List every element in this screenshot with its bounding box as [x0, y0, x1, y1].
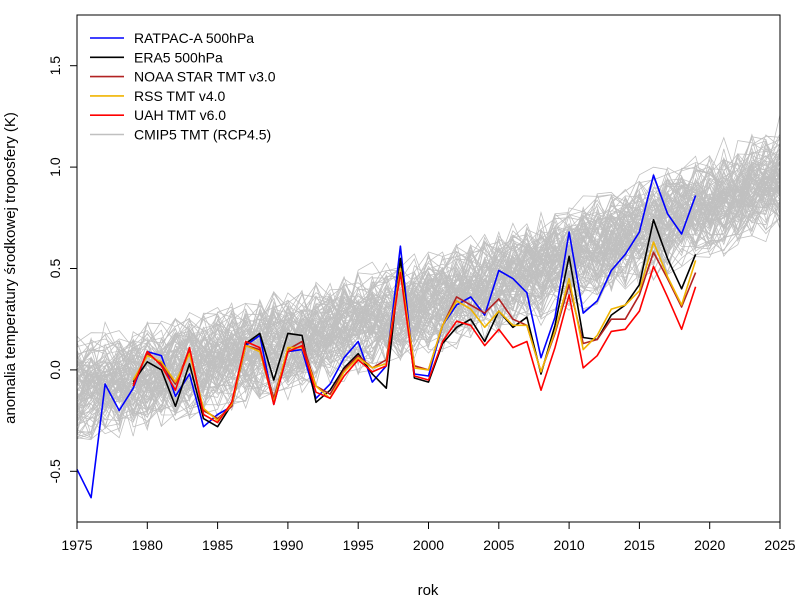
- x-axis: 1975 1980 1985 1990 1995 2000 2005 2010 2015 2020…: [61, 522, 796, 553]
- cmip5-member-line: [76, 154, 781, 398]
- cmip5-member-line: [76, 167, 781, 428]
- cmip5-member-line: [76, 150, 781, 389]
- cmip5-member-line: [76, 164, 781, 387]
- legend-label: NOAA STAR TMT v3.0: [134, 69, 276, 85]
- x-tick-label: 2025: [764, 537, 795, 553]
- legend-label: RSS TMT v4.0: [134, 88, 226, 104]
- y-tick-label: 1.0: [47, 157, 63, 177]
- legend: RATPAC-A 500hPa ERA5 500hPa NOAA STAR TMT …: [90, 30, 276, 143]
- legend-label: RATPAC-A 500hPa: [134, 30, 254, 46]
- x-tick-label: 2000: [413, 537, 444, 553]
- y-tick-label: -0.5: [47, 459, 63, 483]
- cmip5-member-line: [76, 180, 781, 435]
- observation-series: [76, 174, 697, 499]
- cmip5-member-line: [76, 176, 781, 413]
- legend-label: UAH TMT v6.0: [134, 107, 226, 123]
- cmip5-member-line: [76, 159, 781, 405]
- y-tick-label: 0.0: [47, 360, 63, 380]
- cmip5-member-line: [76, 179, 780, 400]
- x-tick-label: 2010: [554, 537, 585, 553]
- cmip5-ensemble: [76, 114, 781, 441]
- y-tick-label: 1.5: [47, 56, 63, 76]
- x-tick-label: 1975: [61, 537, 92, 553]
- cmip5-member-line: [76, 155, 781, 393]
- y-tick-label: 0.5: [47, 259, 63, 279]
- cmip5-member-line: [76, 140, 781, 373]
- x-tick-label: 2015: [624, 537, 655, 553]
- x-tick-label: 1980: [132, 537, 163, 553]
- y-axis-label: anomalia temperatury środkowej troposfer…: [2, 112, 19, 424]
- legend-label: CMIP5 TMT (RCP4.5): [134, 127, 271, 143]
- series-line-uah-tmt-v6-0: [132, 265, 697, 424]
- x-tick-label: 1985: [202, 537, 233, 553]
- x-tick-label: 2005: [483, 537, 514, 553]
- cmip5-member-line: [76, 152, 781, 376]
- cmip5-member-line: [76, 148, 781, 398]
- x-axis-label: rok: [418, 582, 439, 599]
- x-tick-label: 2020: [694, 537, 725, 553]
- x-tick-label: 1995: [343, 537, 374, 553]
- cmip5-member-line: [76, 134, 781, 405]
- legend-label: ERA5 500hPa: [134, 49, 223, 65]
- x-tick-label: 1990: [272, 537, 303, 553]
- y-axis: -0.5 0.0 0.5 1.0 1.5: [47, 56, 77, 483]
